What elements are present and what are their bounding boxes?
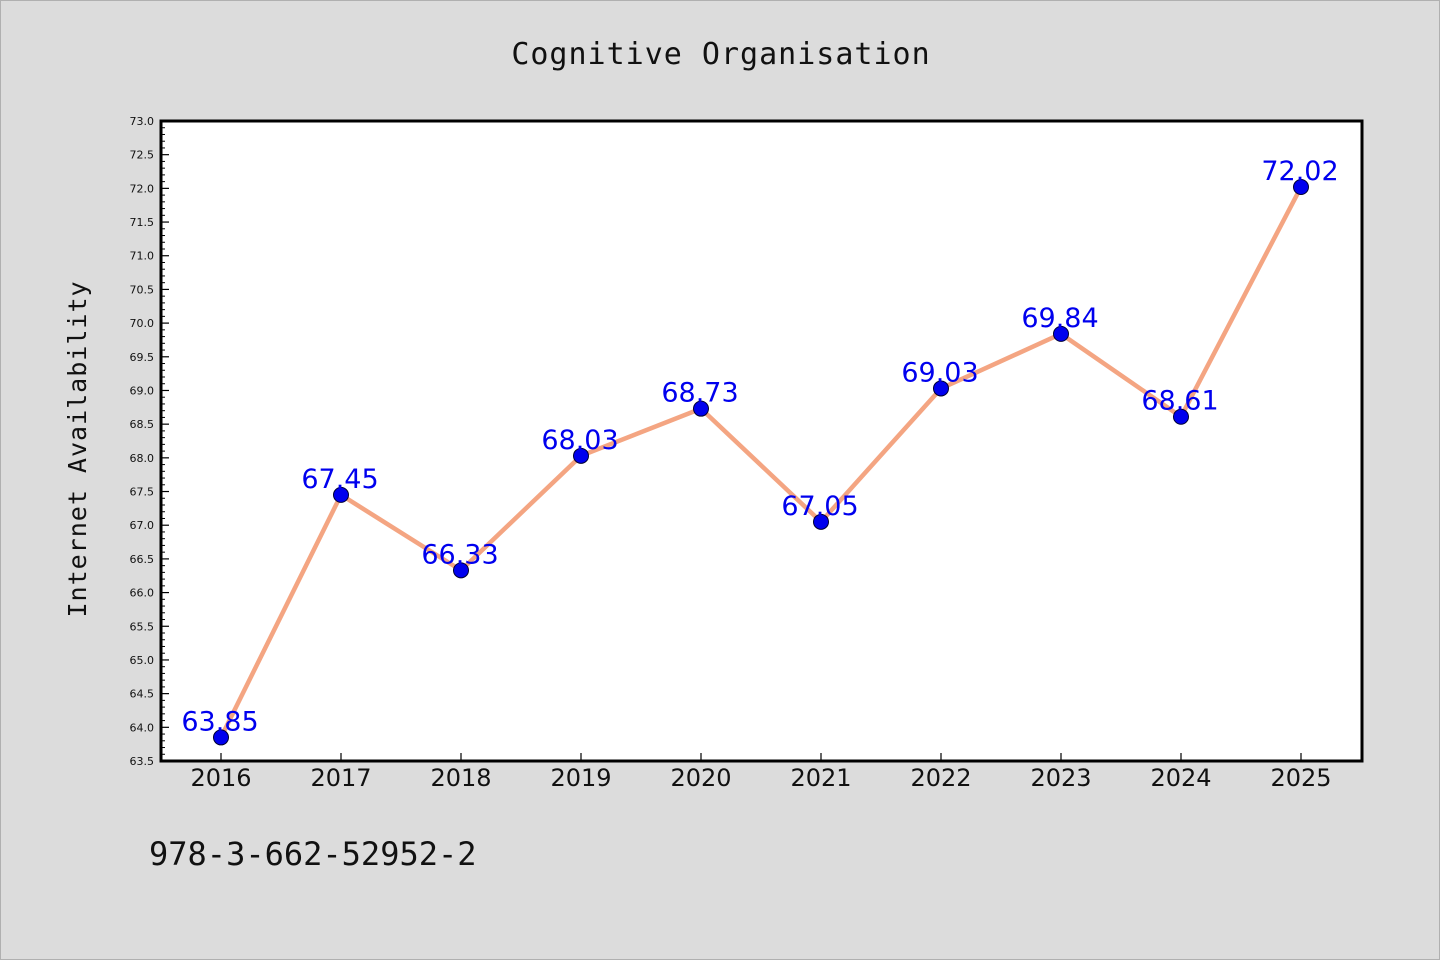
data-label: 67.45 (301, 464, 378, 495)
y-tick-label: 70.0 (130, 317, 155, 330)
data-point (693, 400, 709, 417)
footnote-isbn: 978-3-662-52952-2 (149, 835, 477, 873)
y-tick-label: 67.5 (130, 486, 155, 499)
series-layer (218, 185, 1303, 739)
y-tick-label: 66.5 (130, 553, 155, 566)
x-tick-label: 2016 (190, 764, 251, 792)
y-axis: 63.5 64.0 64.5 65.0 65.5 66.0 66.5 67.0 67.5 68.0… (130, 115, 169, 768)
data-point (453, 562, 469, 579)
x-tick-label: 2020 (670, 764, 731, 792)
marker-layer (213, 179, 1309, 746)
data-label: 68.03 (541, 425, 618, 456)
x-tick-label: 2018 (430, 764, 491, 792)
y-tick-label: 64.0 (130, 721, 155, 734)
chart-title: Cognitive Organisation (511, 37, 930, 72)
x-tick-label: 2023 (1030, 764, 1091, 792)
y-tick-label: 73.0 (130, 115, 155, 128)
data-point (573, 447, 589, 464)
data-label-layer: 63.85 67.45 66.33 68.03 68.73 67.05 69.03 69.84… (181, 156, 1338, 737)
x-tick-label: 2025 (1270, 764, 1331, 792)
y-tick-label: 72.5 (130, 149, 155, 162)
y-tick-label: 71.0 (130, 250, 155, 263)
data-label: 72.02 (1261, 156, 1338, 187)
data-label: 69.84 (1021, 303, 1098, 334)
x-tick-label: 2017 (310, 764, 371, 792)
y-tick-label: 71.5 (130, 216, 155, 229)
data-label: 69.03 (901, 357, 978, 388)
data-label: 66.33 (421, 539, 498, 570)
data-point (813, 513, 829, 530)
y-tick-label: 66.0 (130, 587, 155, 600)
y-tick-label: 65.5 (130, 620, 155, 633)
y-tick-label: 67.0 (130, 519, 155, 532)
y-tick-label: 65.0 (130, 654, 155, 667)
x-tick-label: 2021 (790, 764, 851, 792)
data-point (933, 380, 949, 397)
data-label: 68.61 (1141, 386, 1218, 417)
y-tick-label: 68.5 (130, 418, 155, 431)
x-tick-label: 2024 (1150, 764, 1211, 792)
data-point (1173, 408, 1189, 425)
data-point (1053, 325, 1069, 342)
y-tick-label: 64.5 (130, 688, 155, 701)
data-label: 63.85 (181, 706, 258, 737)
y-axis-label: Internet Availability (63, 280, 92, 617)
data-label: 67.05 (781, 491, 858, 522)
y-tick-label: 70.5 (130, 283, 155, 296)
plot-area (159, 119, 1364, 763)
y-tick-label: 68.0 (130, 452, 155, 465)
y-tick-label: 69.0 (130, 384, 155, 397)
data-label: 68.73 (661, 378, 738, 409)
x-tick-label: 2019 (550, 764, 611, 792)
y-tick-label: 72.0 (130, 182, 155, 195)
data-point (333, 486, 349, 503)
data-point (1293, 179, 1309, 196)
y-tick-label: 69.5 (130, 351, 155, 364)
data-point (213, 729, 229, 746)
x-axis: 2016 2017 2018 2019 2020 2021 2022 2023 2024 2025 (190, 753, 1332, 792)
series-line (218, 185, 1303, 739)
y-tick-label: 63.5 (130, 755, 155, 768)
x-tick-label: 2022 (910, 764, 971, 792)
